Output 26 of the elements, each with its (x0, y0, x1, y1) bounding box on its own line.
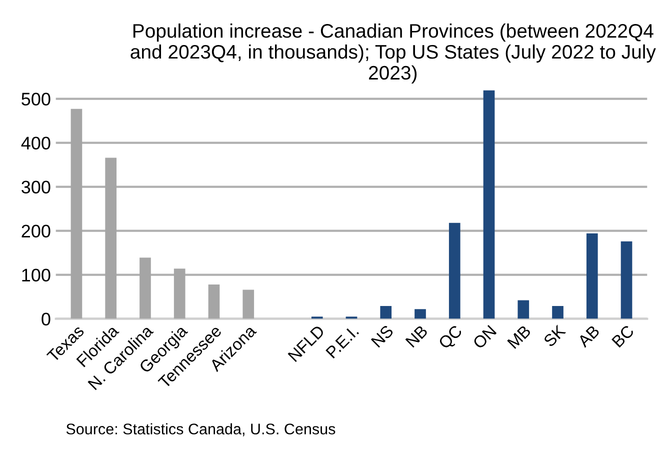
x-tick-label: NS (370, 324, 394, 348)
bar (518, 300, 530, 319)
x-tick-label: QC (438, 324, 465, 352)
bar (483, 90, 495, 319)
source-note: Source: Statistics Canada, U.S. Census (66, 423, 336, 436)
y-tick-label: 200 (22, 224, 50, 238)
x-tick-label: NB (405, 324, 428, 348)
y-tick-label: 500 (22, 92, 50, 106)
y-tick-label: 400 (21, 136, 50, 150)
bar (586, 233, 598, 319)
bar (414, 309, 426, 319)
x-tick-label: MB (507, 324, 532, 349)
y-tick-label: 300 (22, 180, 50, 194)
chart-title: Population increase - Canadian Provinces (between 2022Q4 and 2023Q4, in thousands); Top US States (July 2022 to July 2023) (130, 24, 656, 84)
bar (620, 241, 632, 319)
x-tick-label: AB (576, 324, 600, 348)
bar (552, 306, 564, 319)
bar (242, 290, 254, 319)
y-tick-label: 100 (22, 268, 50, 282)
y-tick-label: 0 (42, 312, 50, 326)
x-tick-label: SK (542, 324, 566, 348)
bar (380, 306, 392, 319)
bar (448, 222, 460, 319)
x-tick-label: BC (611, 324, 635, 348)
bar (208, 284, 220, 319)
x-tick-label: ON (472, 324, 497, 350)
